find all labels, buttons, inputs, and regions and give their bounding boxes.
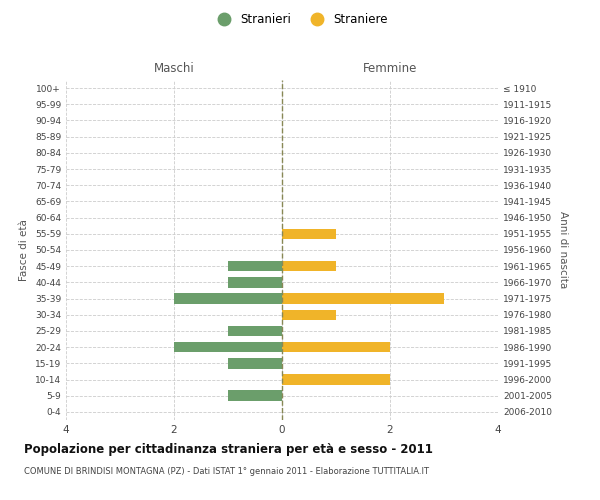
Bar	[282, 342, 390, 352]
Bar	[174, 342, 282, 352]
Bar	[228, 390, 282, 401]
Bar	[282, 261, 336, 272]
Bar	[228, 261, 282, 272]
Bar	[282, 228, 336, 239]
Y-axis label: Fasce di età: Fasce di età	[19, 219, 29, 281]
Bar	[228, 358, 282, 368]
Legend: Stranieri, Straniere: Stranieri, Straniere	[207, 8, 393, 31]
Y-axis label: Anni di nascita: Anni di nascita	[557, 212, 568, 288]
Bar	[228, 277, 282, 287]
Bar	[174, 294, 282, 304]
Text: COMUNE DI BRINDISI MONTAGNA (PZ) - Dati ISTAT 1° gennaio 2011 - Elaborazione TUT: COMUNE DI BRINDISI MONTAGNA (PZ) - Dati …	[24, 468, 429, 476]
Text: Popolazione per cittadinanza straniera per età e sesso - 2011: Popolazione per cittadinanza straniera p…	[24, 442, 433, 456]
Bar	[282, 294, 444, 304]
Bar	[282, 374, 390, 385]
Bar	[228, 326, 282, 336]
Bar	[282, 310, 336, 320]
